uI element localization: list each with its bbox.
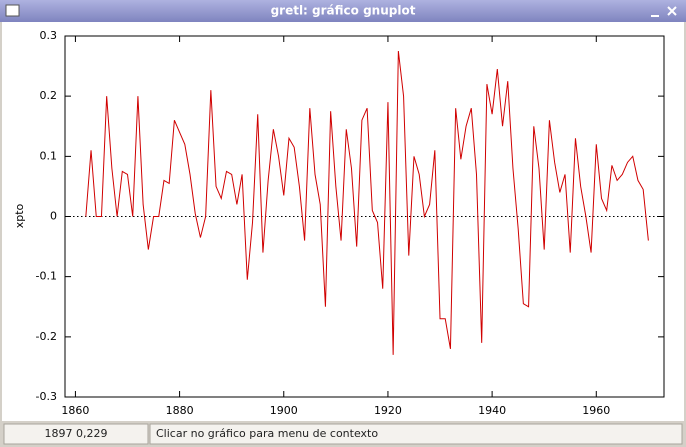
x-tick-label: 1920 [374, 404, 402, 417]
data-line [85, 50, 649, 355]
status-field [149, 423, 683, 445]
x-tick-label: 1900 [270, 404, 298, 417]
title-bar [0, 0, 686, 22]
y-tick-label: -0.1 [36, 270, 57, 283]
status-coords: 1897 0,229 [45, 427, 108, 440]
plot-canvas[interactable] [2, 22, 684, 421]
close-button[interactable] [667, 6, 677, 16]
x-tick-label: 1880 [166, 404, 194, 417]
x-tick-label: 1940 [478, 404, 506, 417]
y-tick-label: -0.2 [36, 330, 57, 343]
y-tick-label: -0.3 [36, 390, 57, 403]
coords-field [3, 423, 149, 445]
window-title: gretl: gráfico gnuplot [271, 4, 416, 18]
y-axis-label: xpto [13, 203, 26, 228]
x-tick-label: 1960 [582, 404, 610, 417]
y-tick-label: 0.1 [40, 149, 58, 162]
y-tick-label: 0.3 [40, 29, 58, 42]
x-tick-label: 1860 [61, 404, 89, 417]
status-hint: Clicar no gráfico para menu de contexto [156, 427, 378, 440]
y-tick-label: 0 [50, 210, 57, 223]
y-tick-label: 0.2 [40, 89, 58, 102]
window-menu-icon[interactable] [5, 4, 20, 17]
